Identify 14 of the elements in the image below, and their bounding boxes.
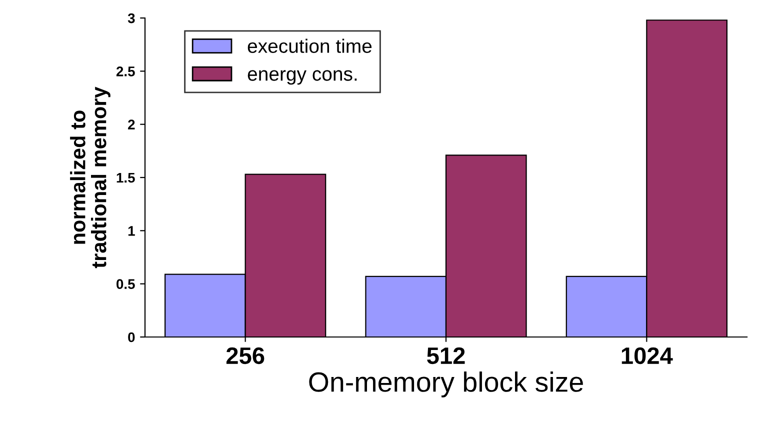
y-tick-label: 3 (128, 13, 135, 24)
y-axis-title: normalized to tradtional memory (70, 86, 110, 268)
x-axis-title: On-memory block size (309, 372, 583, 398)
y-tick-label: 1.5 (116, 172, 135, 183)
y-tick-label: 2 (128, 120, 135, 130)
y-tick-label: 2.5 (116, 66, 135, 76)
legend-label: energy cons. (248, 70, 357, 85)
y-tick-label: 0 (128, 332, 135, 342)
x-tick-label: 512 (427, 347, 465, 364)
x-tick-label: 256 (226, 347, 264, 364)
legend-label: execution time (248, 38, 372, 53)
y-tick-label: 0.5 (116, 279, 135, 290)
x-tick-label: 1024 (622, 347, 673, 364)
y-tick-label: 1 (128, 226, 135, 236)
